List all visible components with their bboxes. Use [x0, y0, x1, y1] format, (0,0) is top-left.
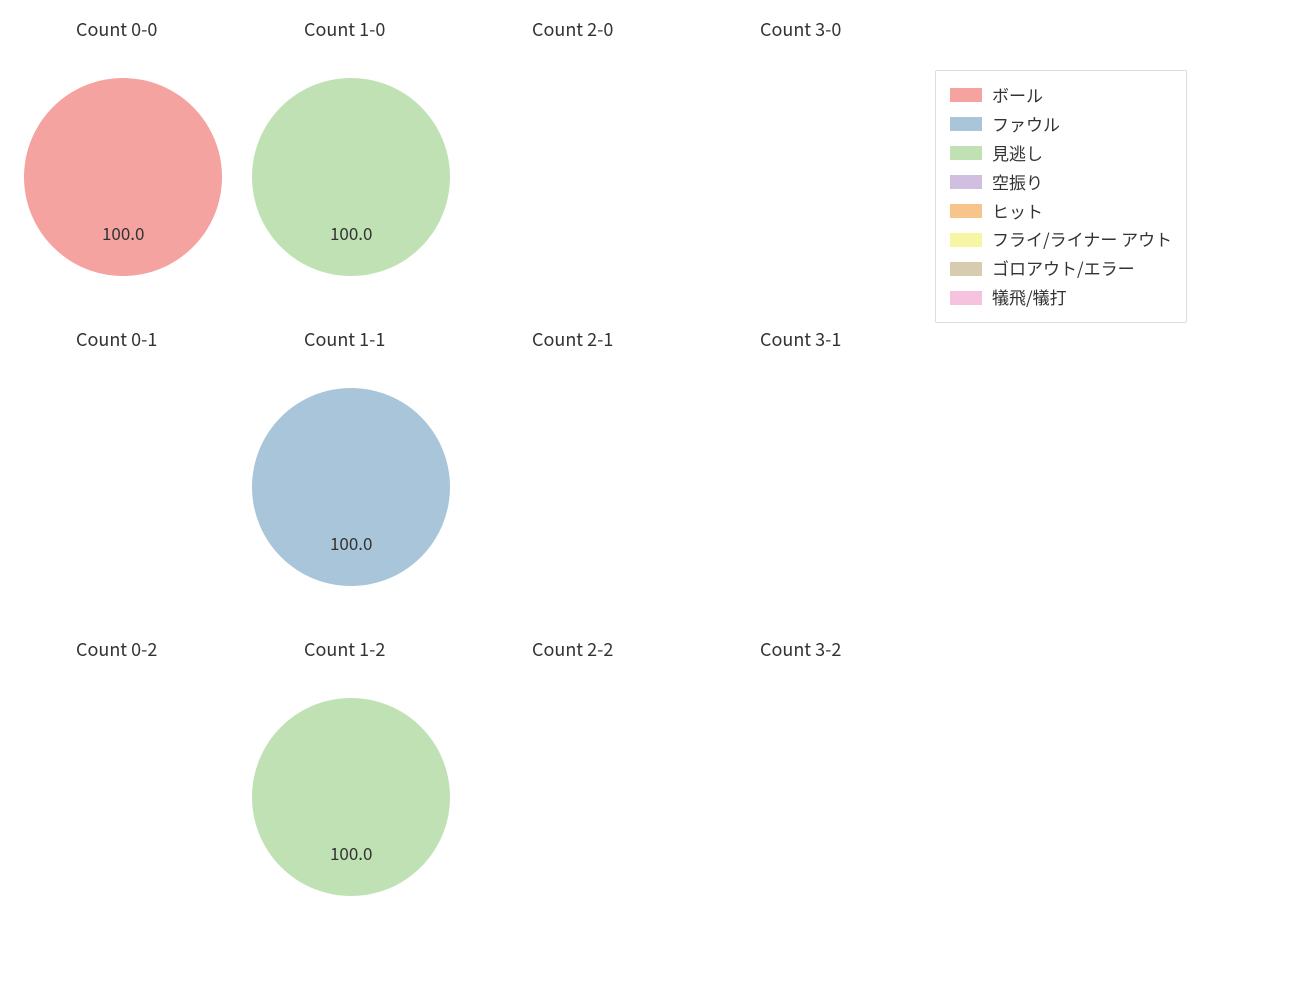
panel-count-0-0: Count 0-0 100.0	[24, 16, 252, 326]
panel-title: Count 1-1	[304, 326, 385, 352]
pie	[252, 78, 450, 276]
panel-count-1-1: Count 1-1 100.0	[252, 326, 480, 636]
panel-count-3-0: Count 3-0	[708, 16, 936, 326]
legend: ボールファウル見逃し空振りヒットフライ/ライナー アウトゴロアウト/エラー犠飛/…	[935, 70, 1187, 323]
pie	[252, 388, 450, 586]
legend-label: ヒット	[992, 197, 1043, 226]
legend-label: 犠飛/犠打	[992, 283, 1067, 312]
legend-item-looking: 見逃し	[950, 139, 1172, 168]
pie	[24, 78, 222, 276]
panel-title: Count 1-0	[304, 16, 385, 42]
legend-item-ball: ボール	[950, 81, 1172, 110]
pie-grid-chart: Count 0-0 100.0 Count 1-0 100.0 Count 2-0 Cou…	[0, 0, 1300, 1000]
panel-count-3-2: Count 3-2	[708, 636, 936, 946]
panel-title: Count 3-0	[760, 16, 841, 42]
panel-count-0-1: Count 0-1	[24, 326, 252, 636]
legend-item-foul: ファウル	[950, 110, 1172, 139]
legend-swatch	[950, 262, 982, 276]
panel-count-2-2: Count 2-2	[480, 636, 708, 946]
legend-label: フライ/ライナー アウト	[992, 225, 1172, 254]
panel-count-2-0: Count 2-0	[480, 16, 708, 326]
legend-label: ゴロアウト/エラー	[992, 254, 1135, 283]
panel-title: Count 2-2	[532, 636, 613, 662]
panel-count-2-1: Count 2-1	[480, 326, 708, 636]
pie-value-label: 100.0	[330, 220, 372, 245]
legend-label: ボール	[992, 81, 1043, 110]
legend-swatch	[950, 291, 982, 305]
panel-count-1-2: Count 1-2 100.0	[252, 636, 480, 946]
panel-count-1-0: Count 1-0 100.0	[252, 16, 480, 326]
legend-item-ground_out: ゴロアウト/エラー	[950, 254, 1172, 283]
legend-label: 空振り	[992, 168, 1043, 197]
panel-title: Count 0-2	[76, 636, 157, 662]
pie-value-label: 100.0	[330, 840, 372, 865]
legend-item-swinging: 空振り	[950, 168, 1172, 197]
legend-swatch	[950, 117, 982, 131]
panel-count-3-1: Count 3-1	[708, 326, 936, 636]
legend-item-sacrifice: 犠飛/犠打	[950, 283, 1172, 312]
pie	[252, 698, 450, 896]
panel-title: Count 0-1	[76, 326, 157, 352]
legend-swatch	[950, 233, 982, 247]
pie-value-label: 100.0	[330, 530, 372, 555]
panel-title: Count 2-0	[532, 16, 613, 42]
legend-item-fly_out: フライ/ライナー アウト	[950, 225, 1172, 254]
legend-label: ファウル	[992, 110, 1060, 139]
legend-item-hit: ヒット	[950, 197, 1172, 226]
panel-title: Count 3-2	[760, 636, 841, 662]
panel-title: Count 2-1	[532, 326, 613, 352]
panel-title: Count 3-1	[760, 326, 841, 352]
panel-count-0-2: Count 0-2	[24, 636, 252, 946]
legend-swatch	[950, 88, 982, 102]
panel-title: Count 0-0	[76, 16, 157, 42]
panel-title: Count 1-2	[304, 636, 385, 662]
pie-value-label: 100.0	[102, 220, 144, 245]
legend-swatch	[950, 146, 982, 160]
legend-swatch	[950, 204, 982, 218]
legend-swatch	[950, 175, 982, 189]
legend-label: 見逃し	[992, 139, 1043, 168]
